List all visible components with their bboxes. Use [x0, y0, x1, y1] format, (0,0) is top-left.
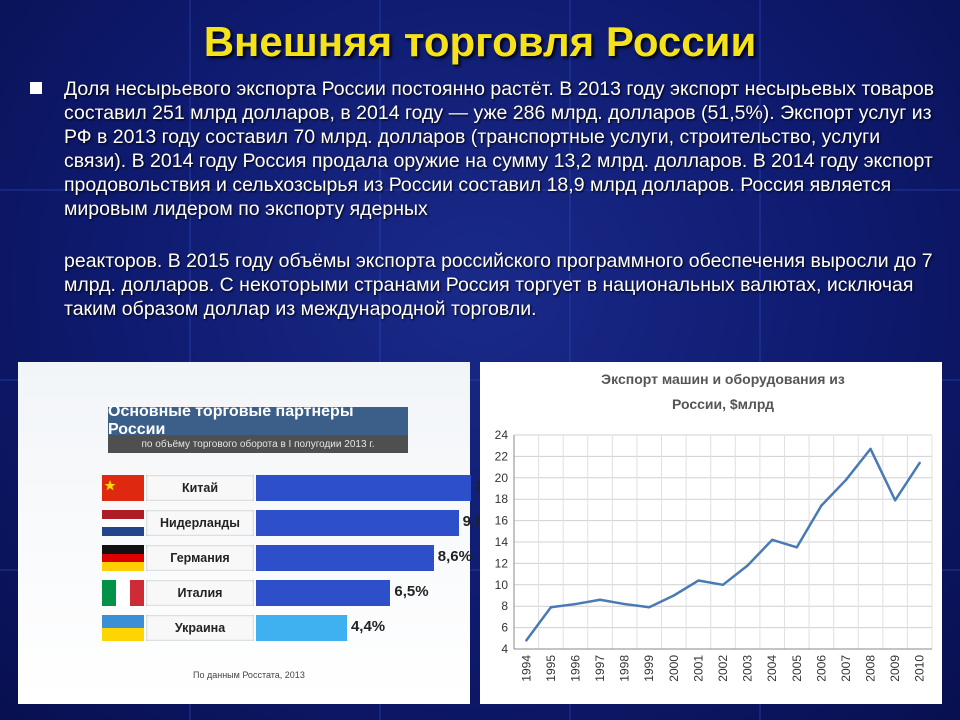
- bullet-square: [30, 82, 42, 94]
- data-point: [770, 538, 774, 542]
- data-point: [820, 504, 823, 507]
- data-point: [746, 564, 749, 567]
- x-tick-label: 1998: [618, 655, 632, 682]
- x-tick-label: 2006: [814, 655, 828, 682]
- x-tick-label: 2007: [839, 655, 853, 682]
- data-point: [549, 606, 553, 609]
- x-tick-label: 1999: [642, 655, 656, 682]
- y-tick-label: 24: [495, 428, 509, 442]
- body-paragraph-2: реакторов. В 2015 году объёмы экспорта р…: [64, 250, 933, 320]
- country-label: Китай: [146, 475, 254, 501]
- y-tick-label: 20: [495, 471, 509, 485]
- partner-row: Китай10,4%: [102, 475, 518, 501]
- y-tick-label: 12: [495, 556, 509, 570]
- data-point: [795, 546, 798, 549]
- data-point: [918, 461, 921, 465]
- china-flag-icon: [102, 475, 144, 501]
- chart-subtitle: по объёму торгового оборота в I полугоди…: [108, 435, 408, 453]
- data-point: [869, 447, 872, 451]
- data-point: [648, 606, 651, 609]
- line-chart-svg: Экспорт машин и оборудования из России, $…: [495, 371, 933, 682]
- chart-title: Основные торговые партнёры России: [108, 403, 408, 438]
- y-tick-label: 18: [495, 492, 509, 506]
- trade-partners-chart: Основные торговые партнёры России по объ…: [18, 362, 518, 704]
- partner-row: Италия 6,5%: [102, 580, 462, 606]
- data-point: [574, 602, 577, 606]
- data-point: [525, 639, 528, 642]
- x-tick-label: 2001: [691, 655, 705, 682]
- x-tick-label: 1994: [519, 655, 533, 682]
- source-note: По данным Росстата, 2013: [193, 670, 305, 680]
- germany-flag-icon: [102, 545, 144, 571]
- bar: [256, 475, 471, 501]
- machinery-export-chart: Экспорт машин и оборудования из России, $…: [480, 362, 942, 704]
- partner-row: Украина 4,4%: [102, 615, 462, 641]
- chart-title-line-1: Экспорт машин и оборудования из: [601, 371, 845, 387]
- bar: [256, 580, 391, 606]
- ukraine-flag-icon: [102, 615, 144, 641]
- bar: [256, 510, 459, 536]
- bar: [256, 615, 347, 641]
- y-tick-label: 10: [495, 578, 509, 592]
- data-point: [672, 594, 676, 597]
- value-label: 8,6%: [437, 548, 472, 565]
- country-label: Нидерланды: [146, 510, 254, 536]
- y-tick-label: 6: [501, 621, 508, 635]
- data-point: [623, 602, 626, 606]
- x-tick-label: 2004: [765, 655, 779, 682]
- country-label: Италия: [146, 580, 254, 606]
- x-tick-label: 1997: [593, 655, 607, 682]
- x-tick-label: 2009: [888, 655, 902, 682]
- data-point: [598, 598, 602, 601]
- data-point: [721, 583, 725, 586]
- data-point: [893, 499, 897, 502]
- y-tick-label: 8: [501, 599, 508, 613]
- partner-row: Германия 8,6%: [102, 545, 472, 571]
- bar: [256, 545, 434, 571]
- y-tick-label: 4: [501, 642, 508, 656]
- y-tick-label: 16: [495, 514, 509, 528]
- partner-row: Нидерланды9,8%: [102, 510, 497, 536]
- data-point: [844, 478, 848, 482]
- slide-title: Внешняя торговля России: [203, 18, 757, 65]
- data-point: [697, 579, 700, 582]
- country-label: Германия: [146, 545, 254, 571]
- value-label: 4,4%: [350, 618, 386, 635]
- chart-title-line-2: России, $млрд: [672, 396, 774, 412]
- netherlands-flag-icon: [102, 510, 144, 536]
- x-tick-label: 2000: [667, 655, 681, 682]
- x-tick-label: 2002: [716, 655, 730, 682]
- x-tick-label: 2008: [864, 655, 878, 682]
- country-label: Украина: [146, 615, 254, 641]
- x-tick-label: 1995: [544, 655, 558, 682]
- body-paragraph-1: Доля несырьевого экспорта России постоян…: [64, 78, 935, 220]
- y-tick-label: 22: [495, 449, 509, 463]
- italy-flag-icon: [102, 580, 144, 606]
- x-tick-label: 2005: [790, 655, 804, 682]
- x-tick-label: 1996: [568, 655, 582, 682]
- x-tick-label: 2010: [913, 655, 927, 682]
- y-tick-label: 14: [495, 535, 509, 549]
- x-tick-label: 2003: [741, 655, 755, 682]
- value-label: 6,5%: [394, 583, 429, 600]
